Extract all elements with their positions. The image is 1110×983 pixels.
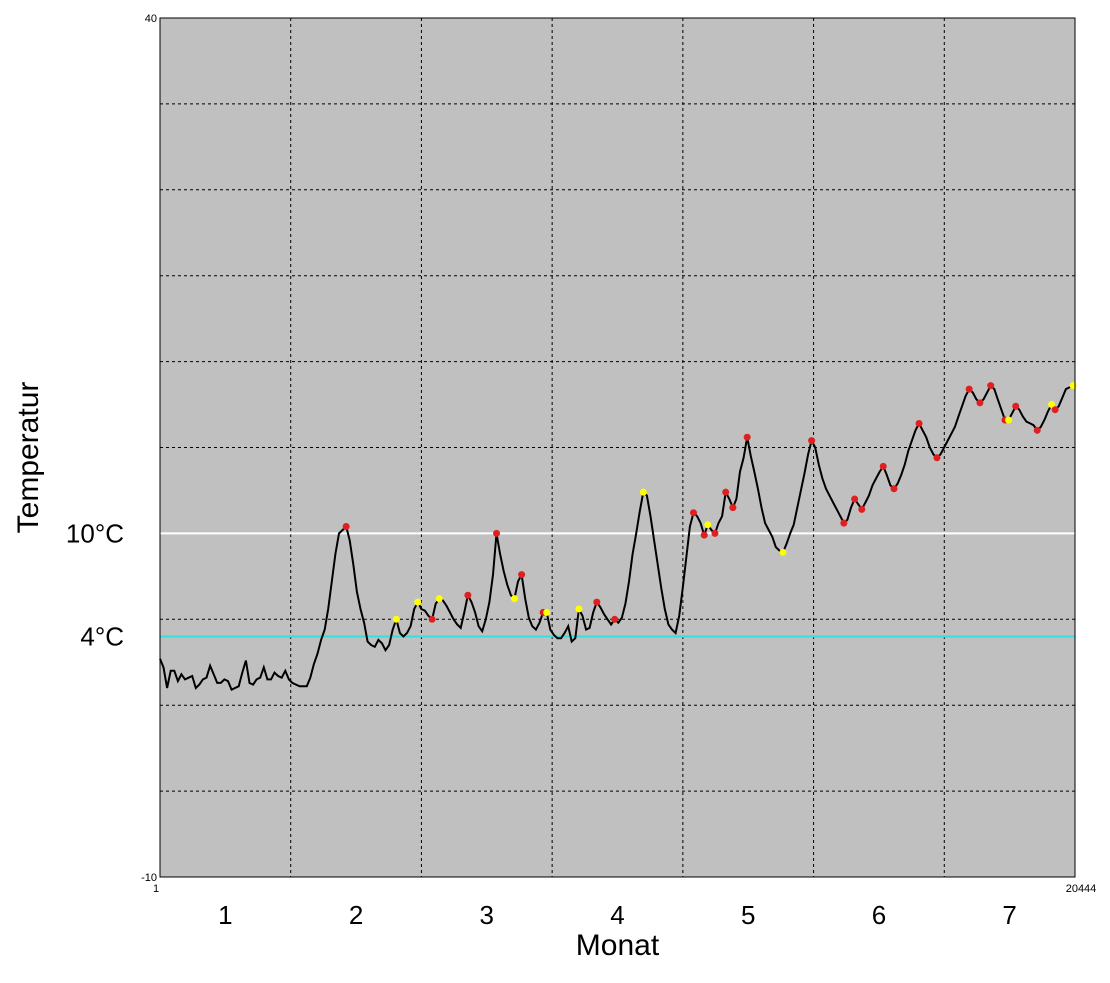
- x-tick-label: 1: [153, 883, 159, 895]
- x-tick-label: 20444: [1066, 883, 1097, 895]
- month-labels: 1 2 3 4 5 6 7: [218, 900, 1017, 930]
- data-marker: [840, 519, 848, 527]
- data-marker: [428, 615, 436, 623]
- series-line: [159, 384, 1075, 692]
- data-marker: [976, 399, 984, 407]
- data-marker: [435, 595, 443, 603]
- x-tick-labels: 1 20444: [153, 883, 1096, 895]
- data-marker: [510, 595, 518, 603]
- data-marker: [700, 531, 708, 539]
- data-marker: [722, 488, 730, 496]
- data-marker: [689, 509, 697, 517]
- month-label: 6: [872, 900, 886, 930]
- data-marker: [1005, 416, 1013, 424]
- data-marker: [464, 591, 472, 599]
- data-marker: [779, 548, 787, 556]
- data-marker: [879, 462, 887, 470]
- data-marker: [743, 433, 751, 441]
- y-tick-label: -10: [141, 872, 157, 884]
- data-marker: [518, 571, 526, 579]
- reference-line-labels: 10°C 4°C: [66, 518, 124, 651]
- data-marker: [704, 521, 712, 529]
- data-marker: [392, 615, 400, 623]
- y-axis-label: Temperatur: [12, 382, 45, 534]
- month-label: 3: [480, 900, 494, 930]
- data-marker: [575, 605, 583, 613]
- data-marker: [858, 505, 866, 513]
- data-marker: [729, 504, 737, 512]
- data-marker: [1051, 406, 1059, 414]
- y-tick-label: 40: [145, 13, 157, 25]
- month-label: 5: [741, 900, 755, 930]
- reference-line-label: 4°C: [80, 621, 124, 651]
- reference-line-label: 10°C: [66, 518, 124, 548]
- y-tick-labels: 40 -10: [141, 13, 157, 884]
- x-axis-label: Monat: [576, 929, 660, 962]
- data-marker: [611, 615, 619, 623]
- data-marker: [493, 529, 501, 537]
- data-marker: [915, 419, 923, 427]
- data-marker: [639, 488, 647, 496]
- month-label: 2: [349, 900, 363, 930]
- data-marker: [965, 385, 973, 393]
- data-marker: [593, 598, 601, 606]
- data-marker: [1033, 426, 1041, 434]
- data-marker: [987, 382, 995, 390]
- data-marker: [414, 598, 422, 606]
- plot-border: [159, 17, 1076, 878]
- data-marker: [1048, 401, 1056, 409]
- data-marker: [342, 523, 350, 531]
- data-marker: [890, 485, 898, 493]
- data-marker: [1012, 402, 1020, 410]
- data-marker: [711, 529, 719, 537]
- month-label: 4: [610, 900, 624, 930]
- data-marker: [808, 437, 816, 445]
- month-label: 1: [218, 900, 232, 930]
- data-marker: [851, 495, 859, 503]
- data-marker: [933, 454, 941, 462]
- month-label: 7: [1002, 900, 1016, 930]
- series-line-path: [159, 384, 1075, 692]
- data-marker: [543, 608, 551, 616]
- data-markers: [342, 382, 1077, 623]
- reference-lines: [160, 532, 1075, 638]
